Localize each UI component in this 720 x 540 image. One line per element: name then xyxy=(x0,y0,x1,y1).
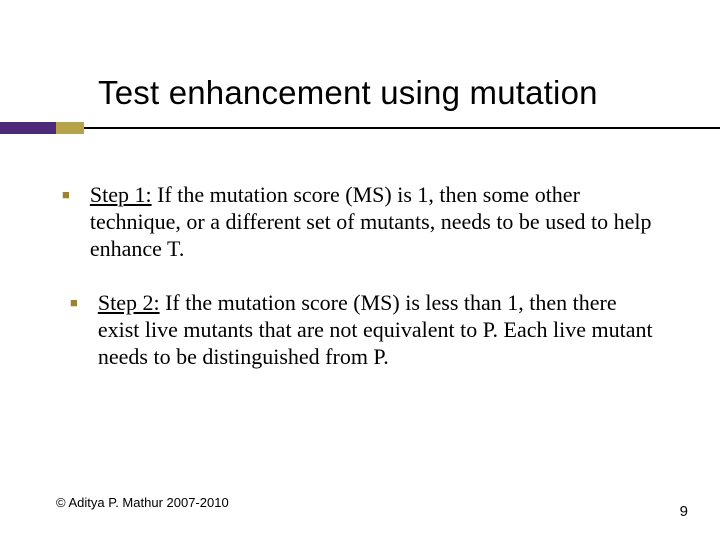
bullet-icon: ■ xyxy=(70,296,78,309)
list-item: ■ Step 1: If the mutation score (MS) is … xyxy=(62,182,658,262)
rule-accent-purple xyxy=(0,122,56,134)
slide: Test enhancement using mutation ■ Step 1… xyxy=(0,0,720,540)
slide-title: Test enhancement using mutation xyxy=(98,74,720,112)
copyright-text: © Aditya P. Mathur 2007-2010 xyxy=(56,495,229,510)
step-label: Step 2: xyxy=(98,290,160,315)
bullet-text: Step 2: If the mutation score (MS) is le… xyxy=(98,290,658,370)
title-area: Test enhancement using mutation xyxy=(0,74,720,112)
title-rule xyxy=(0,122,720,134)
rule-accent-gold xyxy=(56,122,84,134)
page-number: 9 xyxy=(680,503,688,520)
bullet-icon: ■ xyxy=(62,188,70,201)
step-body: If the mutation score (MS) is 1, then so… xyxy=(90,182,652,261)
step-label: Step 1: xyxy=(90,182,152,207)
bullet-text: Step 1: If the mutation score (MS) is 1,… xyxy=(90,182,658,262)
slide-body: ■ Step 1: If the mutation score (MS) is … xyxy=(62,182,658,399)
step-body: If the mutation score (MS) is less than … xyxy=(98,290,653,369)
list-item: ■ Step 2: If the mutation score (MS) is … xyxy=(70,290,658,370)
rule-line xyxy=(84,127,720,129)
